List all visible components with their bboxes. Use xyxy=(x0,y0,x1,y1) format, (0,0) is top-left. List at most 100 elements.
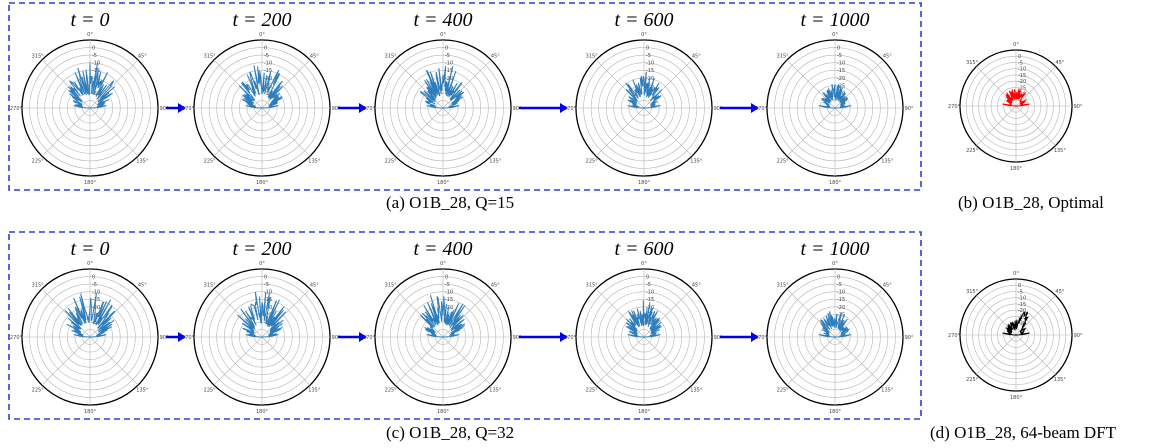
grid-spoke xyxy=(643,107,693,157)
radial-tick-label: -25 xyxy=(1018,85,1026,91)
progress-arrow xyxy=(338,332,367,342)
angle-tick-label: 315° xyxy=(777,54,790,60)
angle-tick-label: 45° xyxy=(1055,289,1064,295)
angle-tick-label: 90° xyxy=(714,335,723,341)
time-label: t = 400 xyxy=(413,238,472,260)
radial-tick-label: -5 xyxy=(837,53,842,59)
angle-tick-label: 270° xyxy=(10,335,23,341)
angle-tick-label: 180° xyxy=(638,180,651,186)
angle-tick-label: 135° xyxy=(690,158,703,164)
angle-tick-label: 180° xyxy=(256,409,269,415)
angle-tick-label: 0° xyxy=(832,261,838,267)
angle-tick-label: 270° xyxy=(10,106,23,112)
polar-plot: 0°315°270°225°180°135°90°45°0-5-10-15-20… xyxy=(10,261,169,415)
radial-tick-label: -10 xyxy=(445,290,453,296)
caption-a: (a) O1B_28, Q=15 xyxy=(386,193,515,212)
grid-spoke xyxy=(394,288,444,338)
angle-tick-label: 225° xyxy=(777,387,790,393)
angle-tick-label: 270° xyxy=(755,106,768,112)
angle-tick-label: 270° xyxy=(948,104,961,110)
polar-plot: 0°315°270°225°180°135°90°45°0-5-10-15-20… xyxy=(363,32,522,186)
angle-tick-label: 315° xyxy=(777,283,790,289)
radial-tick-label: -10 xyxy=(1018,67,1026,73)
beam-pattern xyxy=(64,293,116,338)
angle-tick-label: 0° xyxy=(440,261,446,267)
angle-tick-label: 0° xyxy=(641,32,647,38)
beam-pattern xyxy=(420,295,466,338)
grid-spoke xyxy=(261,59,311,109)
radial-tick-label: -10 xyxy=(646,61,654,67)
radial-tick-label: -5 xyxy=(646,282,651,288)
radial-tick-label: -25 xyxy=(264,312,272,318)
row-c-frame xyxy=(8,231,922,420)
radial-tick-label: 0 xyxy=(264,275,267,281)
radial-tick-label: -30 xyxy=(92,320,100,326)
radial-tick-label: -15 xyxy=(445,68,453,74)
angle-tick-label: 225° xyxy=(777,158,790,164)
angle-tick-label: 180° xyxy=(256,180,269,186)
radial-tick-label: -15 xyxy=(837,68,845,74)
angle-tick-label: 135° xyxy=(489,387,502,393)
angle-tick-label: 315° xyxy=(204,283,217,289)
radial-tick-label: 0 xyxy=(264,46,267,52)
radial-tick-label: -10 xyxy=(92,61,100,67)
progress-arrow xyxy=(166,103,186,113)
angle-tick-label: 315° xyxy=(204,54,217,60)
radial-tick-label: -25 xyxy=(445,83,453,89)
angle-tick-label: 135° xyxy=(881,387,894,393)
caption-b: (b) O1B_28, Optimal xyxy=(958,193,1104,212)
polar-plot: 0°315°270°225°180°135°90°45°0-5-10-15-20… xyxy=(10,32,169,186)
radial-tick-label: -10 xyxy=(445,61,453,67)
angle-tick-label: 90° xyxy=(1074,333,1083,339)
radial-tick-label: -10 xyxy=(646,290,654,296)
radial-tick-label: -10 xyxy=(92,290,100,296)
reference-polar-plot: 0° 315° 270° 225° 180° 135° 90° 45° 0-5-10-15-20… xyxy=(948,271,1083,401)
angle-tick-label: 0° xyxy=(259,32,265,38)
grid-spoke xyxy=(1015,105,1056,146)
progress-arrow xyxy=(519,332,568,342)
progress-arrow xyxy=(338,103,367,113)
progress-arrow xyxy=(166,332,186,342)
grid-spoke xyxy=(976,105,1017,146)
grid-spoke xyxy=(41,288,91,338)
angle-tick-label: 270° xyxy=(564,106,577,112)
angle-tick-label: 45° xyxy=(883,283,892,289)
angle-tick-label: 225° xyxy=(385,158,398,164)
radial-tick-label: -20 xyxy=(1018,79,1026,85)
polar-plot: 0°315°270°225°180°135°90°45°0-5-10-15-20… xyxy=(755,32,914,186)
radial-tick-label: 0 xyxy=(837,46,840,52)
grid-spoke xyxy=(261,288,311,338)
angle-tick-label: 270° xyxy=(182,106,195,112)
angle-tick-label: 180° xyxy=(84,409,97,415)
radial-tick-label: -15 xyxy=(1018,73,1026,79)
time-label: t = 200 xyxy=(232,238,291,260)
angle-tick-label: 225° xyxy=(966,148,979,154)
beam-pattern xyxy=(419,65,465,109)
radial-tick-label: -15 xyxy=(445,297,453,303)
radial-tick-label: -5 xyxy=(1018,60,1023,66)
angle-tick-label: 270° xyxy=(182,335,195,341)
grid-spoke xyxy=(89,336,139,386)
radial-tick-label: -15 xyxy=(264,68,272,74)
grid-spoke xyxy=(1015,334,1056,375)
polar-plot: 0°315°270°225°180°135°90°45°0-5-10-15-20… xyxy=(564,32,723,186)
angle-tick-label: 270° xyxy=(564,335,577,341)
beam-pattern xyxy=(1002,311,1030,336)
angle-tick-label: 0° xyxy=(440,32,446,38)
angle-tick-label: 225° xyxy=(385,387,398,393)
grid-spoke xyxy=(643,336,693,386)
angle-tick-label: 0° xyxy=(1013,271,1019,277)
angle-tick-label: 135° xyxy=(136,158,149,164)
radial-tick-label: -20 xyxy=(264,76,272,82)
grid-spoke xyxy=(261,107,311,157)
angle-tick-label: 135° xyxy=(690,387,703,393)
angle-tick-label: 270° xyxy=(363,106,376,112)
radial-tick-label: -30 xyxy=(445,91,453,97)
angle-tick-label: 90° xyxy=(160,106,169,112)
radial-tick-label: -15 xyxy=(1018,302,1026,308)
angle-tick-label: 180° xyxy=(1010,166,1023,172)
radial-tick-label: -5 xyxy=(445,282,450,288)
angle-tick-label: 135° xyxy=(136,387,149,393)
beam-pattern xyxy=(818,311,852,338)
angle-tick-label: 315° xyxy=(586,283,599,289)
